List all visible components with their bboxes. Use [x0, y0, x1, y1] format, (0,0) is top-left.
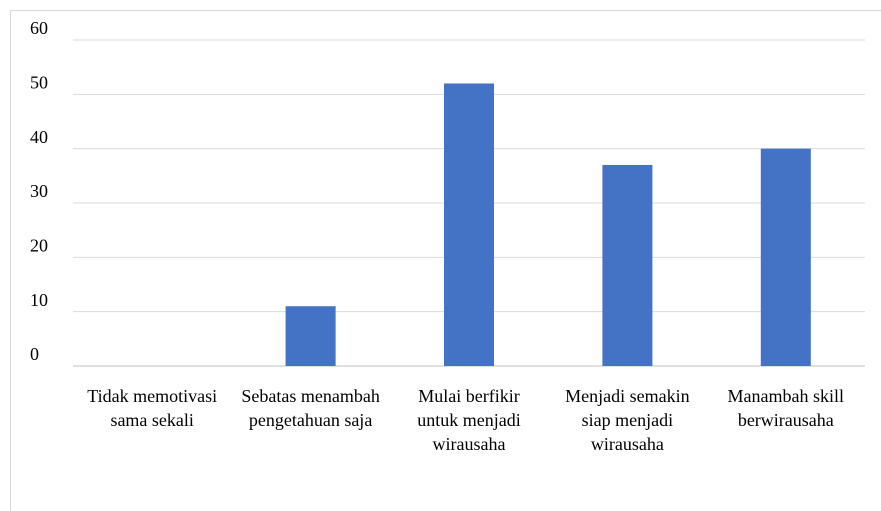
- x-tick-label: Manambah skill berwirausaha: [727, 386, 845, 430]
- y-tick-label: 0: [30, 344, 39, 364]
- bar: [760, 148, 811, 366]
- x-tick-label: Tidak memotivasi sama sekali: [87, 386, 218, 430]
- x-tick-label: Sebatas menambah pengetahuan saja: [241, 386, 380, 430]
- bar: [444, 83, 494, 366]
- y-tick-label: 10: [30, 290, 48, 310]
- x-tick-label: Mulai berfikir untuk menjadi wirausaha: [417, 386, 521, 454]
- bar: [602, 164, 653, 366]
- y-tick-label: 50: [30, 72, 48, 92]
- y-tick-label: 30: [30, 181, 48, 201]
- chart-border: [10, 10, 881, 511]
- y-tick-label: 40: [30, 127, 48, 147]
- bar: [285, 306, 336, 366]
- y-tick-label: 60: [30, 18, 48, 38]
- y-tick-label: 20: [30, 235, 48, 255]
- x-tick-label: Menjadi semakin siap menjadi wirausaha: [565, 386, 690, 454]
